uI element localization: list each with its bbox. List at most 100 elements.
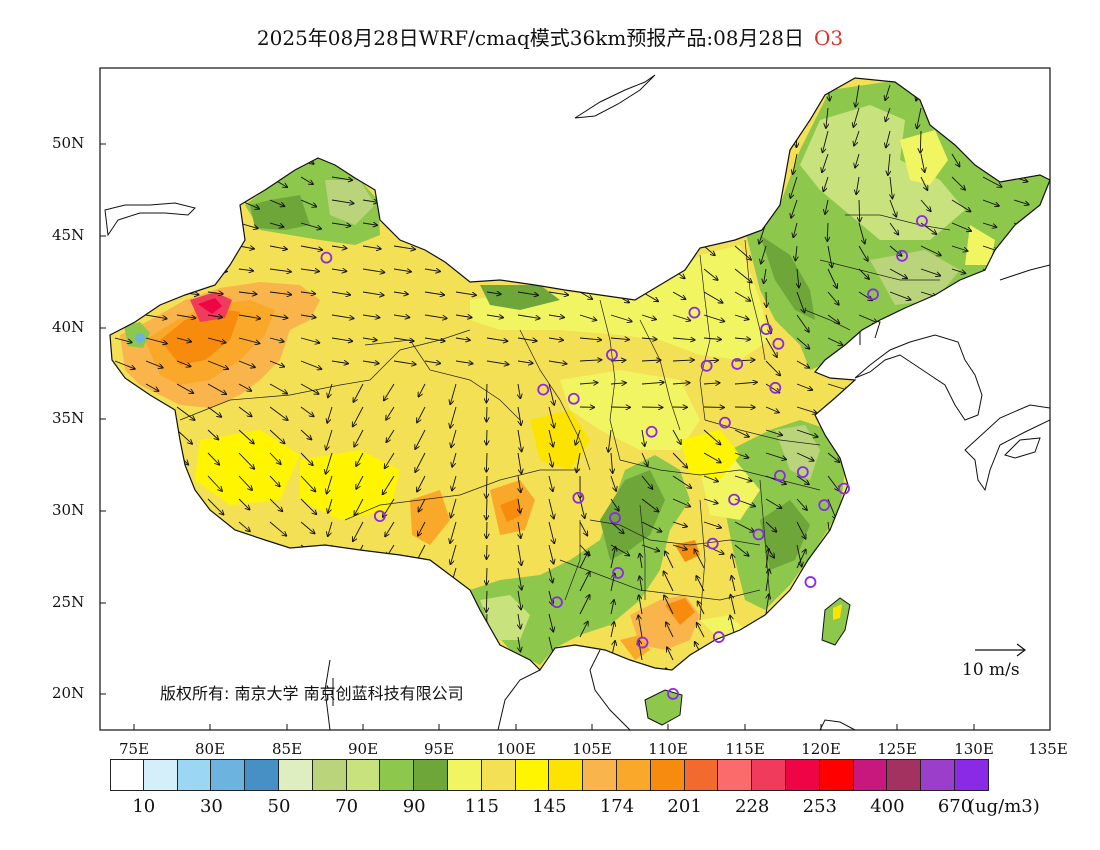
wind-arrow: [327, 406, 333, 423]
wind-arrow: [269, 360, 284, 367]
wind-arrow: [672, 314, 690, 321]
wind-arrow: [765, 569, 769, 592]
wind-arrow: [920, 176, 927, 190]
wind-arrow: [641, 521, 662, 532]
lon-label-80e: 80E: [194, 740, 226, 758]
wind-arrow: [920, 222, 936, 234]
wind-arrow: [269, 222, 284, 227]
wind-arrow: [826, 107, 828, 128]
wind-arrow: [393, 315, 409, 317]
wind-arrow: [827, 452, 839, 462]
wind-arrow: [356, 475, 364, 489]
wind-arrow: [269, 521, 286, 536]
wind-arrow: [855, 84, 860, 107]
lat-label-30n: 30N: [52, 501, 85, 519]
station-lhasa: [373, 510, 386, 522]
legend-swatch: [921, 759, 955, 791]
wind-arrow: [579, 521, 587, 536]
wind-arrow: [765, 360, 780, 375]
axis-ticks: [100, 143, 975, 730]
wind-arrow: [641, 498, 659, 512]
wind-arrow: [518, 636, 520, 651]
wind-arrow: [451, 429, 457, 447]
wind-arrow: [300, 452, 313, 465]
wind-arrow: [176, 406, 195, 420]
wind-arrow: [518, 383, 520, 398]
wind-arrow: [951, 268, 965, 273]
wind-arrow: [917, 107, 922, 128]
legend-swatch: [177, 759, 212, 791]
wind-arrow: [734, 544, 749, 556]
wind-arrow: [331, 314, 354, 318]
wind-arrow: [703, 452, 721, 463]
lat-label-20n: 20N: [52, 684, 85, 702]
wind-arrow: [207, 315, 222, 317]
wind-arrow: [642, 429, 645, 446]
wind-arrow: [362, 268, 384, 272]
wind-arrow: [176, 360, 191, 366]
lon-label-75e: 75E: [118, 740, 150, 758]
wind-arrow: [548, 567, 553, 583]
wind-arrow: [327, 475, 333, 494]
wind-arrow: [610, 521, 624, 533]
wind-arrow: [765, 406, 779, 413]
wind-arrow: [608, 429, 611, 452]
wind-arrow: [734, 314, 749, 319]
wind-arrow: [641, 452, 648, 466]
wind-arrow: [114, 337, 132, 342]
wind-arrow: [331, 292, 350, 295]
wind-arrow: [703, 383, 720, 384]
wind-arrow: [889, 245, 902, 256]
legend-swatch: [245, 759, 279, 791]
wind-arrow: [639, 640, 643, 661]
wind-arrow: [384, 383, 395, 400]
wind-arrow: [697, 623, 705, 638]
wind-arrow: [517, 452, 521, 474]
legend-swatch: [954, 759, 989, 791]
wind-arrow: [641, 360, 661, 361]
wind-arrow: [796, 291, 805, 313]
wind-arrow: [548, 429, 553, 447]
wind-arrow: [362, 338, 377, 340]
lon-label-95e: 95E: [423, 740, 455, 758]
wind-arrow: [238, 337, 260, 343]
legend-swatch: [278, 759, 313, 791]
wind-arrow: [486, 315, 503, 318]
wind-arrow: [577, 452, 581, 472]
wind-arrow: [548, 338, 563, 340]
wind-arrow: [300, 315, 316, 318]
lat-label-40n: 40N: [52, 318, 85, 336]
wind-arrow: [672, 498, 690, 507]
legend-label: 174: [599, 796, 635, 817]
wind-arrow: [269, 406, 288, 420]
wind-arrow: [732, 554, 735, 569]
wind-arrow: [885, 84, 891, 100]
lon-label-125e: 125E: [877, 740, 917, 758]
station-nanchang: [752, 528, 765, 541]
wind-arrow: [796, 452, 814, 461]
wind-arrow: [238, 452, 254, 469]
wind-arrow: [455, 315, 472, 318]
wind-arrow: [796, 544, 802, 566]
wind-arrow: [639, 595, 643, 615]
legend-swatch: [819, 759, 854, 791]
station-lanzhou: [567, 392, 580, 405]
wind-arrow: [452, 475, 457, 491]
wind-arrow: [664, 571, 674, 592]
wind-arrow: [207, 498, 224, 515]
wind-arrow: [734, 291, 750, 301]
wind-arrow: [386, 406, 395, 420]
wind-arrow: [145, 314, 167, 319]
wind-arrow: [517, 590, 521, 609]
wind-arrow: [548, 544, 554, 564]
wind-arrow: [517, 291, 538, 295]
wind-arrow: [920, 245, 941, 255]
station-jinan: [769, 381, 782, 394]
wind-arrow: [858, 268, 869, 279]
wind-arrow: [517, 567, 522, 590]
station-nanning: [636, 636, 649, 649]
legend-label: 400: [870, 796, 905, 817]
wind-arrow: [765, 594, 769, 615]
legend-label: 145: [532, 796, 567, 817]
wind-arrow: [300, 498, 316, 514]
